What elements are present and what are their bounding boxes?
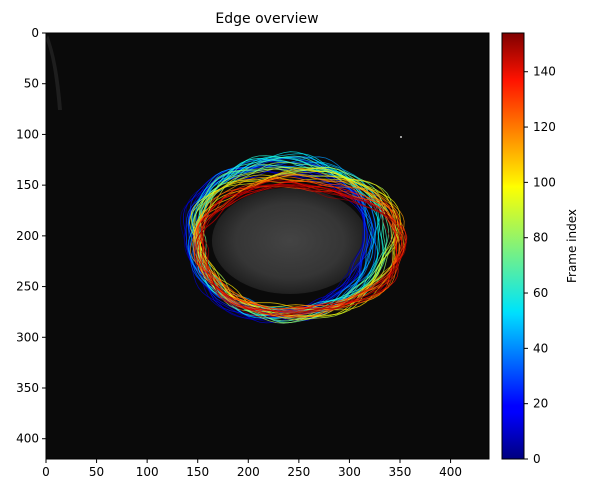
x-tick-label: 50 xyxy=(89,465,104,479)
y-axis: 0 50 100 150 200 250 300 350 400 xyxy=(16,26,46,446)
edge-contour xyxy=(195,185,394,315)
colorbar-tick-label: 60 xyxy=(533,286,548,300)
plot-frame xyxy=(45,32,490,460)
y-tick-label: 100 xyxy=(16,127,39,141)
bright-speck xyxy=(400,136,402,138)
x-tick-label: 350 xyxy=(389,465,412,479)
edge-contour xyxy=(201,182,404,312)
edge-contour xyxy=(202,184,400,318)
colorbar-tick-label: 140 xyxy=(533,65,556,79)
x-tick-label: 250 xyxy=(287,465,310,479)
y-tick-label: 150 xyxy=(16,178,39,192)
cell-blob xyxy=(211,187,368,294)
colorbar: 0 20 40 60 80 100 120 140 Frame index xyxy=(501,32,579,466)
edge-contours xyxy=(179,151,408,324)
colorbar-ticks: 0 20 40 60 80 100 120 140 xyxy=(524,65,556,466)
y-tick-label: 200 xyxy=(16,229,39,243)
colorbar-tick-label: 40 xyxy=(533,341,548,355)
colorbar-tick-label: 20 xyxy=(533,397,548,411)
y-tick-label: 300 xyxy=(16,330,39,344)
y-tick-label: 50 xyxy=(24,77,39,91)
edge-contour xyxy=(193,167,399,311)
edge-contour xyxy=(200,186,407,316)
y-tick-label: 0 xyxy=(31,26,39,40)
x-axis: 0 50 100 150 200 250 300 350 400 xyxy=(42,459,462,479)
colorbar-tick-label: 100 xyxy=(533,175,556,189)
edge-contour xyxy=(196,184,399,315)
x-tick-label: 100 xyxy=(136,465,159,479)
edge-contour xyxy=(197,185,403,318)
plot-area xyxy=(45,32,490,460)
y-tick-label: 350 xyxy=(16,381,39,395)
colorbar-label: Frame index xyxy=(565,209,579,283)
edge-contour xyxy=(190,174,397,310)
y-tick-label: 400 xyxy=(16,432,39,446)
chart-title: Edge overview xyxy=(215,11,318,27)
image-artifact xyxy=(46,35,62,110)
x-tick-label: 150 xyxy=(186,465,209,479)
x-tick-label: 200 xyxy=(237,465,260,479)
x-tick-label: 300 xyxy=(338,465,361,479)
y-tick-label: 250 xyxy=(16,280,39,294)
x-tick-label: 400 xyxy=(439,465,462,479)
x-tick-label: 0 xyxy=(42,465,50,479)
colorbar-tick-label: 0 xyxy=(533,452,541,466)
colorbar-gradient xyxy=(501,32,525,460)
colorbar-tick-label: 120 xyxy=(533,120,556,134)
colorbar-tick-label: 80 xyxy=(533,231,548,245)
